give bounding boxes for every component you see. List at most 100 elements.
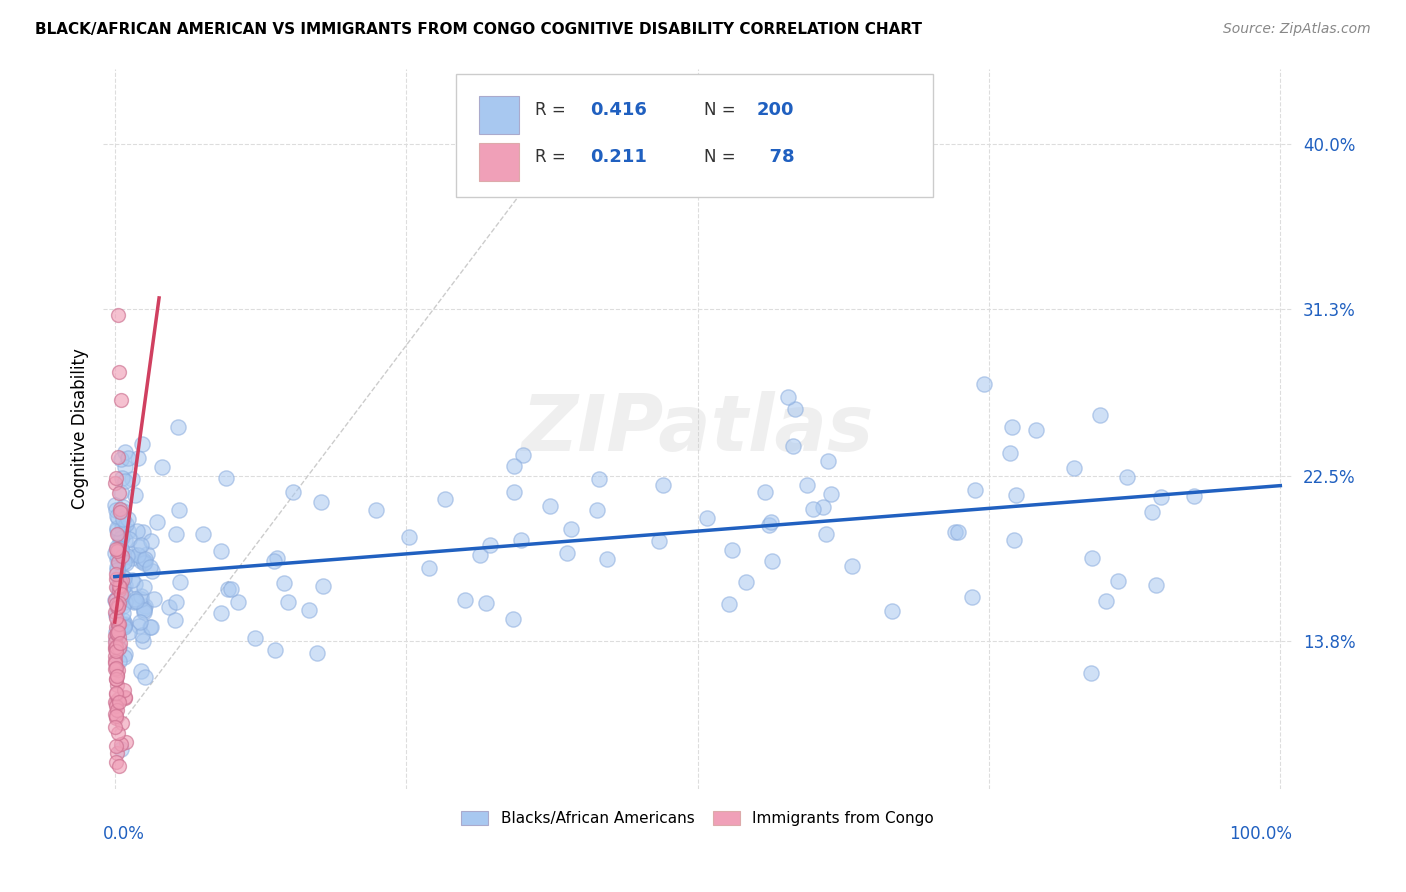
Point: [110, 531, 132, 545]
Point: [104, 708, 127, 723]
Point: [307, 646, 329, 660]
Point: [107, 527, 129, 541]
Point: [112, 619, 135, 633]
Point: [104, 672, 127, 686]
Point: [277, 595, 299, 609]
Point: [652, 478, 675, 492]
Point: [1063, 460, 1085, 475]
Point: [104, 546, 127, 560]
Point: [243, 632, 266, 646]
Point: [963, 483, 986, 497]
FancyBboxPatch shape: [479, 143, 519, 181]
Point: [266, 551, 288, 566]
Point: [114, 578, 136, 592]
Point: [364, 503, 387, 517]
Point: [104, 640, 127, 654]
Point: [104, 755, 127, 769]
Point: [128, 541, 150, 555]
Point: [107, 556, 129, 570]
Point: [219, 582, 242, 596]
Text: 78: 78: [756, 148, 794, 166]
Point: [105, 627, 128, 641]
Point: [107, 599, 129, 613]
Point: [107, 569, 129, 583]
Point: [112, 571, 135, 585]
Point: [217, 582, 239, 596]
Point: [1081, 550, 1104, 565]
Point: [114, 587, 136, 601]
Point: [108, 636, 131, 650]
Point: [312, 579, 335, 593]
Point: [108, 574, 131, 589]
Point: [104, 707, 127, 722]
Point: [193, 527, 215, 541]
Point: [117, 450, 139, 465]
Point: [114, 690, 136, 705]
Point: [110, 484, 132, 499]
Point: [107, 640, 129, 654]
Point: [105, 607, 128, 622]
Point: [132, 605, 155, 619]
Point: [111, 556, 134, 570]
Point: [105, 668, 128, 682]
Point: [108, 570, 131, 584]
Point: [105, 746, 128, 760]
Point: [960, 591, 983, 605]
Point: [1116, 470, 1139, 484]
Point: [281, 484, 304, 499]
Point: [167, 419, 190, 434]
Point: [105, 711, 128, 725]
Point: [114, 459, 136, 474]
Point: [127, 524, 149, 539]
Point: [112, 618, 135, 632]
Point: [105, 542, 128, 557]
Point: [105, 678, 128, 692]
Point: [104, 593, 127, 607]
Point: [112, 555, 135, 569]
Point: [114, 533, 136, 547]
Point: [107, 308, 129, 322]
Point: [104, 620, 127, 634]
Point: [105, 521, 128, 535]
Point: [758, 517, 780, 532]
Y-axis label: Cognitive Disability: Cognitive Disability: [72, 348, 89, 509]
Point: [108, 621, 131, 635]
Point: [132, 556, 155, 570]
Point: [1080, 666, 1102, 681]
Point: [145, 515, 167, 529]
Point: [124, 594, 146, 608]
Point: [111, 606, 134, 620]
Point: [596, 552, 619, 566]
Point: [121, 551, 143, 566]
Point: [112, 599, 135, 614]
Point: [117, 524, 139, 539]
Point: [817, 454, 839, 468]
Point: [141, 564, 163, 578]
Point: [128, 619, 150, 633]
Point: [169, 575, 191, 590]
Point: [105, 559, 128, 574]
Point: [105, 624, 128, 639]
Point: [108, 581, 131, 595]
Point: [150, 459, 173, 474]
Point: [111, 521, 134, 535]
Point: [754, 484, 776, 499]
Point: [105, 566, 128, 581]
Point: [108, 579, 131, 593]
Point: [139, 620, 162, 634]
Point: [105, 552, 128, 566]
Legend: Blacks/African Americans, Immigrants from Congo: Blacks/African Americans, Immigrants fro…: [451, 802, 943, 836]
Point: [108, 485, 131, 500]
Point: [104, 662, 127, 676]
Point: [114, 648, 136, 662]
Point: [107, 617, 129, 632]
Point: [104, 699, 127, 714]
Point: [948, 524, 970, 539]
Point: [104, 629, 127, 643]
Point: [105, 523, 128, 537]
Point: [132, 581, 155, 595]
Text: 100.0%: 100.0%: [1229, 825, 1292, 843]
Point: [111, 715, 134, 730]
Point: [104, 476, 127, 491]
Point: [124, 592, 146, 607]
